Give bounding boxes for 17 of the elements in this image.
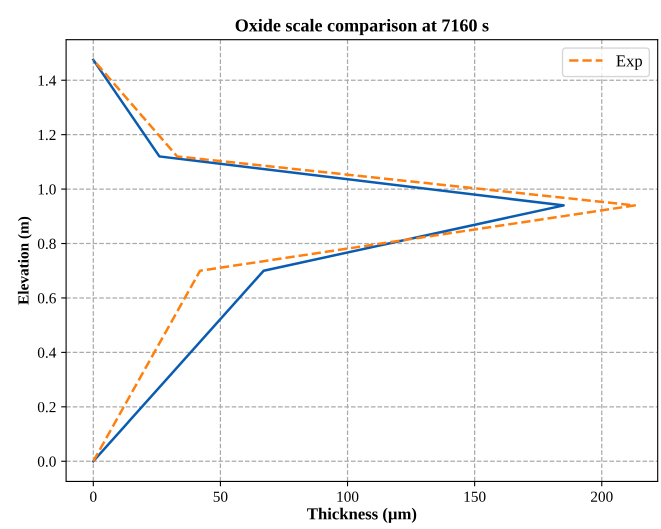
y-tick-label: 0.6 — [38, 293, 56, 304]
chart-title: Oxide scale comparison at 7160 s — [236, 18, 489, 36]
y-tick-label: 1.0 — [38, 184, 56, 195]
legend-label: Exp — [616, 55, 642, 70]
y-tick-label: 0.2 — [38, 402, 56, 412]
y-tick-label: 0.4 — [38, 348, 56, 358]
x-tick-label: 150 — [464, 492, 486, 502]
x-axis-title: Thickness (µm) — [307, 508, 416, 523]
y-tick-label: 0.0 — [38, 456, 56, 467]
y-tick-label: 1.4 — [38, 75, 56, 86]
y-axis-title: Elevation (m) — [18, 216, 32, 305]
y-tick-label: 1.2 — [38, 130, 56, 140]
x-tick-label: 200 — [590, 492, 613, 502]
x-tick-label: 0 — [90, 492, 97, 502]
x-tick-label: 50 — [214, 492, 228, 502]
y-tick-label: 0.8 — [38, 238, 56, 250]
x-tick-label: 100 — [337, 492, 358, 502]
